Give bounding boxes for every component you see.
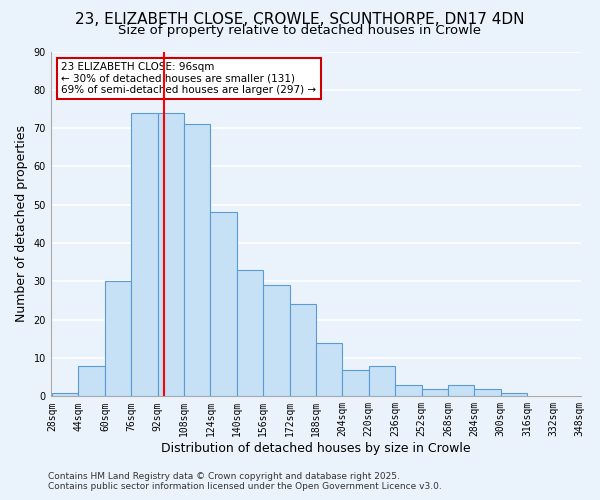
Bar: [474, 388, 500, 396]
Bar: [131, 113, 158, 397]
Bar: [52, 392, 79, 396]
X-axis label: Distribution of detached houses by size in Crowle: Distribution of detached houses by size …: [161, 442, 471, 455]
Text: Size of property relative to detached houses in Crowle: Size of property relative to detached ho…: [119, 24, 482, 37]
Bar: [158, 113, 184, 397]
Bar: [263, 285, 290, 397]
Bar: [448, 385, 474, 396]
Bar: [79, 366, 105, 396]
Y-axis label: Number of detached properties: Number of detached properties: [15, 126, 28, 322]
Bar: [422, 388, 448, 396]
Text: 23 ELIZABETH CLOSE: 96sqm
← 30% of detached houses are smaller (131)
69% of semi: 23 ELIZABETH CLOSE: 96sqm ← 30% of detac…: [61, 62, 317, 95]
Bar: [105, 282, 131, 397]
Bar: [395, 385, 422, 396]
Bar: [184, 124, 211, 396]
Text: 23, ELIZABETH CLOSE, CROWLE, SCUNTHORPE, DN17 4DN: 23, ELIZABETH CLOSE, CROWLE, SCUNTHORPE,…: [75, 12, 525, 28]
Bar: [237, 270, 263, 396]
Text: Contains HM Land Registry data © Crown copyright and database right 2025.: Contains HM Land Registry data © Crown c…: [48, 472, 400, 481]
Bar: [343, 370, 369, 396]
Bar: [500, 392, 527, 396]
Text: Contains public sector information licensed under the Open Government Licence v3: Contains public sector information licen…: [48, 482, 442, 491]
Bar: [369, 366, 395, 396]
Bar: [211, 212, 237, 396]
Bar: [316, 342, 343, 396]
Bar: [290, 304, 316, 396]
